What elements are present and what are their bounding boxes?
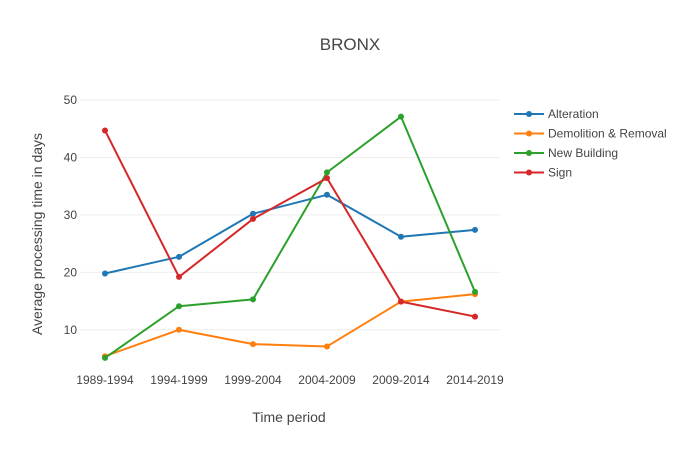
- legend-label: New Building: [548, 146, 618, 160]
- legend-item[interactable]: Alteration: [514, 107, 599, 121]
- x-axis-ticks: 1989-1994 1994-1999 1999-2004 2004-2009 2009…: [76, 373, 504, 387]
- legend-item[interactable]: New Building: [514, 146, 618, 160]
- data-point[interactable]: [398, 298, 404, 305]
- x-tick-label: 1994-1999: [150, 373, 208, 387]
- gridlines: [80, 99, 500, 331]
- chart-title: BRONX: [320, 35, 380, 54]
- data-point[interactable]: [102, 354, 108, 361]
- series-layer: [102, 113, 478, 361]
- series-0: [102, 191, 478, 277]
- legend-label: Demolition & Removal: [548, 127, 667, 141]
- data-point[interactable]: [398, 233, 404, 240]
- y-tick-label: 40: [64, 150, 78, 164]
- y-axis-ticks: 10 20 30 40 50: [64, 93, 78, 337]
- data-point[interactable]: [176, 273, 182, 280]
- legend: Alteration Demolition & Removal New Buildi…: [514, 107, 667, 180]
- data-point[interactable]: [102, 270, 108, 277]
- legend-swatch-marker: [526, 111, 532, 117]
- data-point[interactable]: [250, 215, 256, 222]
- data-point[interactable]: [324, 175, 330, 182]
- data-point[interactable]: [398, 113, 404, 120]
- data-point[interactable]: [250, 296, 256, 303]
- x-tick-label: 1989-1994: [76, 373, 134, 387]
- data-point[interactable]: [250, 341, 256, 348]
- data-point[interactable]: [472, 226, 478, 233]
- x-tick-label: 2014-2019: [446, 373, 504, 387]
- y-axis-title: Average processing time in days: [29, 133, 45, 335]
- data-point[interactable]: [176, 253, 182, 260]
- y-tick-label: 50: [64, 93, 78, 107]
- data-point[interactable]: [250, 210, 256, 217]
- y-tick-label: 30: [64, 208, 78, 222]
- series-line: [104, 193, 476, 275]
- x-tick-label: 2009-2014: [372, 373, 430, 387]
- legend-swatch-marker: [526, 150, 532, 156]
- legend-item[interactable]: Sign: [514, 166, 572, 180]
- data-point[interactable]: [472, 313, 478, 320]
- data-point[interactable]: [176, 326, 182, 333]
- legend-swatch-marker: [526, 169, 532, 176]
- y-tick-label: 10: [64, 323, 78, 337]
- series-line: [104, 115, 476, 359]
- legend-label: Sign: [548, 166, 572, 180]
- series-3: [102, 127, 478, 320]
- series-line: [104, 129, 476, 318]
- series-1: [102, 291, 478, 360]
- series-2: [102, 113, 478, 361]
- data-point[interactable]: [324, 169, 330, 176]
- x-tick-label: 2004-2009: [298, 373, 356, 387]
- series-line: [104, 293, 476, 358]
- legend-label: Alteration: [548, 107, 599, 121]
- data-point[interactable]: [472, 288, 478, 295]
- legend-swatch-marker: [526, 130, 532, 137]
- data-point[interactable]: [102, 127, 108, 134]
- data-point[interactable]: [324, 191, 330, 198]
- x-tick-label: 1999-2004: [224, 373, 282, 387]
- data-point[interactable]: [324, 343, 330, 350]
- x-axis-title: Time period: [252, 409, 325, 425]
- y-tick-label: 20: [64, 265, 78, 279]
- data-point[interactable]: [176, 303, 182, 310]
- legend-item[interactable]: Demolition & Removal: [514, 127, 667, 141]
